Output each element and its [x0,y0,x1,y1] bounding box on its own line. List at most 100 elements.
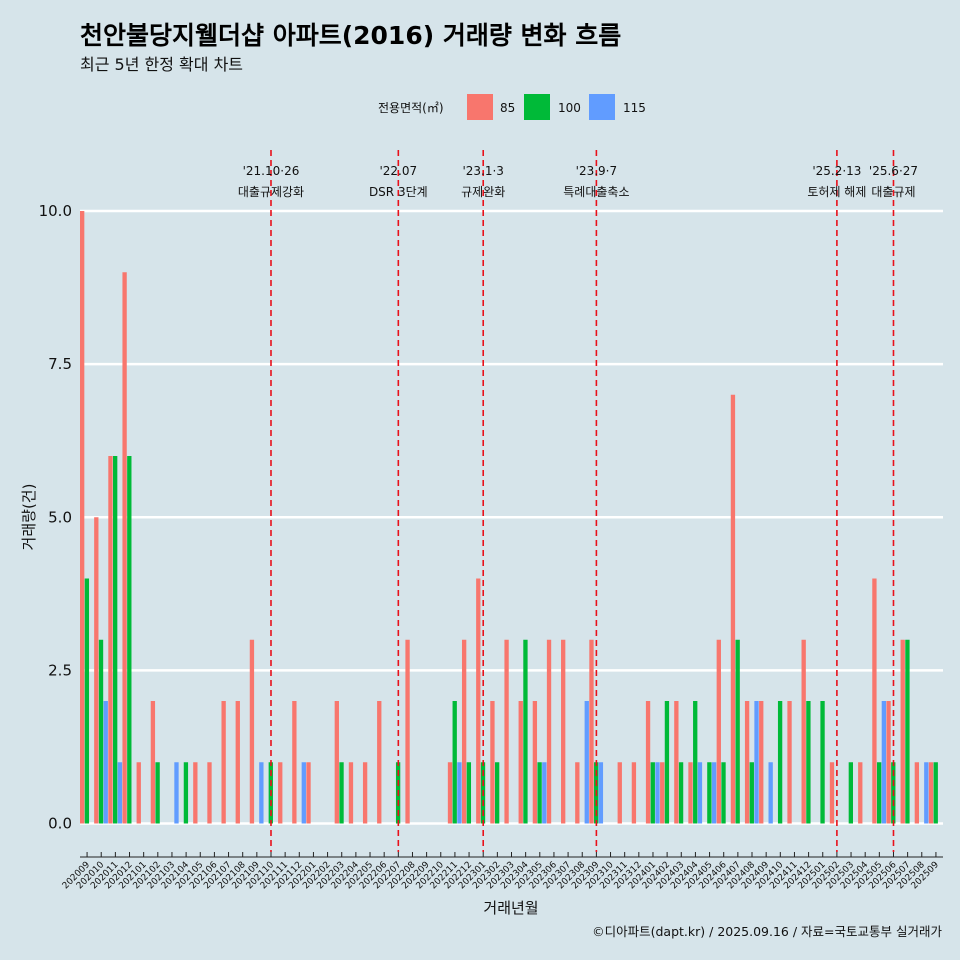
bar-115 [542,762,547,824]
x-axis-title: 거래년월 [483,899,538,917]
bar-100 [678,762,684,824]
bar-85 [886,701,891,824]
y-tick-label: 10.0 [39,202,72,220]
legend-label-115: 115 [623,101,646,115]
event-date: '21.10·26 [243,164,300,178]
bar-85 [801,639,806,824]
bar-85 [476,578,481,824]
bar-100 [494,762,500,824]
bar-85 [122,272,127,824]
event-lines: '21.10·26 대출규제강화 '22.07 DSR 3단계 '23.1·3 규제완화 '… [238,150,918,852]
bar-85 [631,762,637,824]
y-tick-label: 2.5 [48,661,72,679]
bar-100 [537,762,542,824]
bar-85 [518,701,523,824]
caption: ©디아파트(dapt.kr) / 2025.09.16 / 자료=국토교통부 실… [592,924,942,939]
bar-85 [461,639,467,824]
event-label: DSR 3단계 [369,185,428,199]
bar-85 [235,701,240,824]
legend-label-85: 85 [500,101,515,115]
bars [80,211,938,824]
bar-115 [754,701,759,824]
bar-85 [914,762,920,824]
bar-85 [278,762,283,824]
event-label: 규제완화 [461,185,505,199]
bar-115 [174,762,179,824]
bar-85 [334,701,339,824]
bar-85 [490,701,495,824]
bar-85 [674,701,679,824]
bar-85 [575,762,580,824]
bar-85 [561,639,566,824]
bar-85 [136,762,141,824]
event-date: '25.6·27 [869,164,918,178]
bar-100 [523,639,528,824]
bar-115 [697,762,703,824]
bar-100 [905,639,910,824]
bar-85 [928,762,934,824]
event-date: '22.07 [379,164,417,178]
bar-100 [848,762,853,824]
bar-85 [292,701,297,824]
bar-85 [405,639,410,824]
bar-100 [650,762,655,824]
legend: 전용면적(㎡) 85 100 115 [378,94,646,120]
y-axis-title: 거래량(건) [20,484,38,551]
bar-85 [787,701,792,824]
bar-115 [259,762,264,824]
event-date: '23.9·7 [576,164,617,178]
bar-100 [466,762,472,824]
legend-swatch-115 [589,94,615,120]
bar-85 [546,639,552,824]
bar-85 [207,762,212,824]
bar-100 [749,762,754,824]
bar-85 [377,701,382,824]
bar-100 [84,578,90,824]
y-tick-label: 0.0 [48,815,72,833]
bar-100 [806,701,811,824]
bar-100 [113,456,118,824]
bar-115 [655,762,660,824]
event-label: 대출규제강화 [238,185,304,199]
bar-85 [362,762,368,824]
bar-100 [777,701,783,824]
bar-85 [348,762,354,824]
bar-85 [660,762,665,824]
bar-115 [711,762,717,824]
event-label: 특례대출축소 [563,185,629,199]
bar-100 [183,762,189,824]
bar-115 [598,762,604,824]
event-date: '25.2·13 [812,164,861,178]
bar-85 [617,762,622,824]
bar-115 [301,762,306,824]
bar-85 [688,762,693,824]
bar-85 [829,762,835,824]
bar-100 [735,639,740,824]
bar-115 [881,701,887,824]
bar-100 [664,701,670,824]
event-date: '23.1·3 [462,164,503,178]
bar-100 [933,762,938,824]
bar-85 [858,762,863,824]
bar-85 [108,456,113,824]
legend-title: 전용면적(㎡) [378,101,444,115]
bar-85 [900,639,905,824]
bar-85 [730,394,736,824]
bar-115 [768,762,773,824]
bar-85 [150,701,156,824]
bar-100 [721,762,726,824]
bar-85 [759,701,764,824]
bar-100 [820,701,825,824]
y-tick-label: 7.5 [48,355,72,373]
bar-100 [876,762,882,824]
bar-115 [457,762,462,824]
chart-title: 천안불당지웰더샵 아파트(2016) 거래량 변화 흐름 [80,21,621,50]
bar-115 [103,701,108,824]
bar-85 [249,639,255,824]
bar-85 [447,762,453,824]
bar-85 [94,517,99,824]
bar-115 [117,762,123,824]
bar-100 [127,456,132,824]
bar-85 [589,639,594,824]
